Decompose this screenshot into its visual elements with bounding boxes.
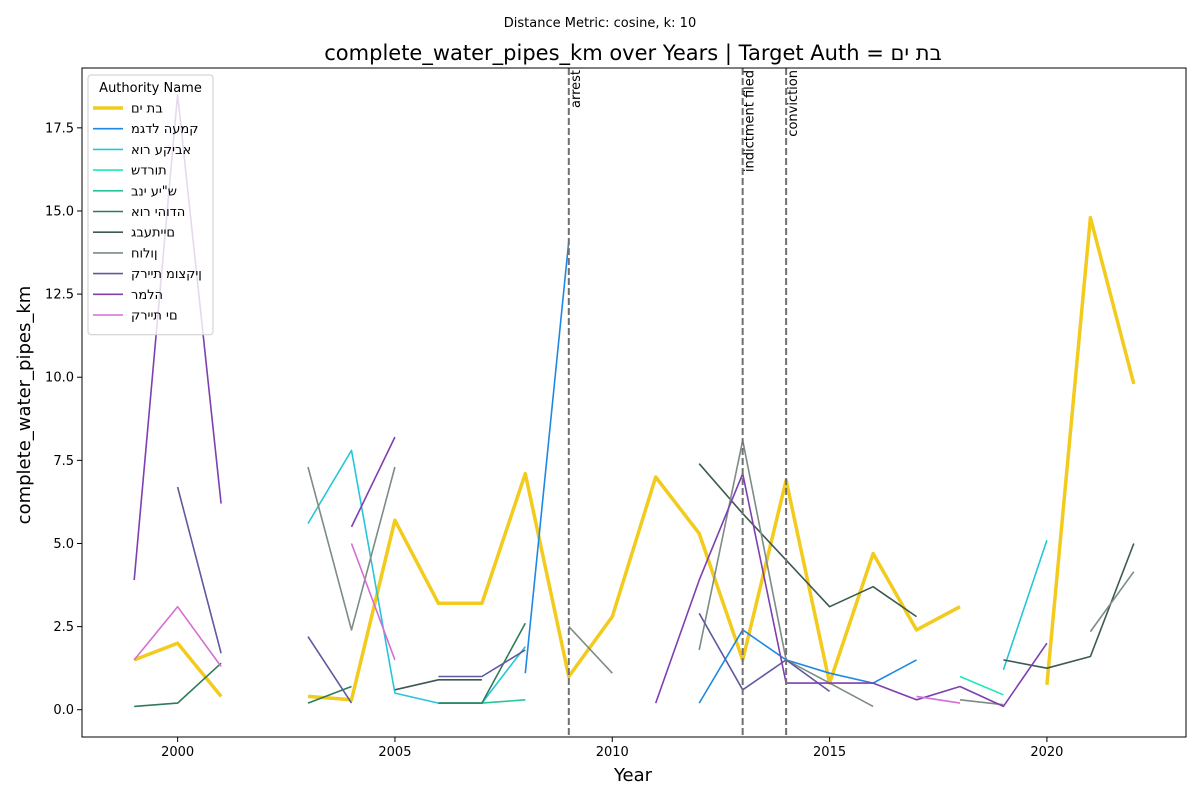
x-tick-label: 2015 <box>813 745 846 760</box>
legend-title: Authority Name <box>99 81 202 96</box>
series-line-2 <box>307 449 1048 704</box>
series-line-10 <box>133 543 961 704</box>
legend: Authority Name בת ים קמעה לדגמ אביקע רוא תור… <box>87 74 214 336</box>
series-line-5 <box>134 622 527 708</box>
chart-suptitle: Distance Metric: cosine, k: 10 <box>504 16 696 31</box>
y-tick-label: 17.5 <box>45 121 74 136</box>
event-label-1: indictment filed <box>743 70 758 172</box>
y-tick-label: 10.0 <box>45 371 74 386</box>
y-tick-label: 15.0 <box>45 204 74 219</box>
legend-label: הדוהי רוא <box>131 205 185 220</box>
y-axis-ticks: 0.0 2.5 5.0 7.5 10.0 12.5 15.0 17.5 <box>45 121 82 718</box>
series-line-1 <box>524 240 917 704</box>
series-line-6 <box>394 463 1135 691</box>
x-tick-label: 2010 <box>596 745 629 760</box>
legend-label: תורדש <box>131 164 167 179</box>
chart-title: complete_water_pipes_km over Years | Tar… <box>324 41 941 66</box>
plot-lines <box>133 93 1136 708</box>
legend-label: הלמר <box>131 288 163 303</box>
series-line-3 <box>959 675 1004 696</box>
legend-label: אביקע רוא <box>131 143 191 158</box>
x-tick-label: 2005 <box>378 745 411 760</box>
x-tick-label: 2000 <box>161 745 194 760</box>
event-label-2: conviction <box>786 70 801 137</box>
series-line-0 <box>133 215 1136 702</box>
event-lines: arrest indictment filed conviction <box>567 68 801 737</box>
legend-label: ש"יע ינב <box>131 184 177 199</box>
x-axis-ticks: 2000 2005 2010 2015 2020 <box>161 737 1063 760</box>
legend-label: םי תיירק <box>131 309 178 324</box>
legend-label: קמעה לדגמ <box>131 122 199 137</box>
y-tick-label: 5.0 <box>53 537 74 552</box>
legend-label: ןולוח <box>131 246 158 261</box>
x-axis-label: Year <box>613 765 653 786</box>
legend-label: ןיקצומ תיירק <box>131 267 202 282</box>
y-tick-label: 0.0 <box>53 703 74 718</box>
x-tick-label: 2020 <box>1030 745 1063 760</box>
legend-label: םייתעבג <box>131 226 175 241</box>
y-tick-label: 7.5 <box>53 454 74 469</box>
series-line-4 <box>481 699 526 704</box>
y-tick-label: 12.5 <box>45 288 74 303</box>
y-tick-label: 2.5 <box>53 620 74 635</box>
legend-box <box>87 74 214 336</box>
legend-label: בת ים <box>131 102 163 117</box>
series-line-8 <box>176 486 831 704</box>
event-label-0: arrest <box>569 70 584 108</box>
y-axis-label: complete_water_pipes_km <box>14 286 35 525</box>
plot-area-frame <box>81 67 1187 738</box>
